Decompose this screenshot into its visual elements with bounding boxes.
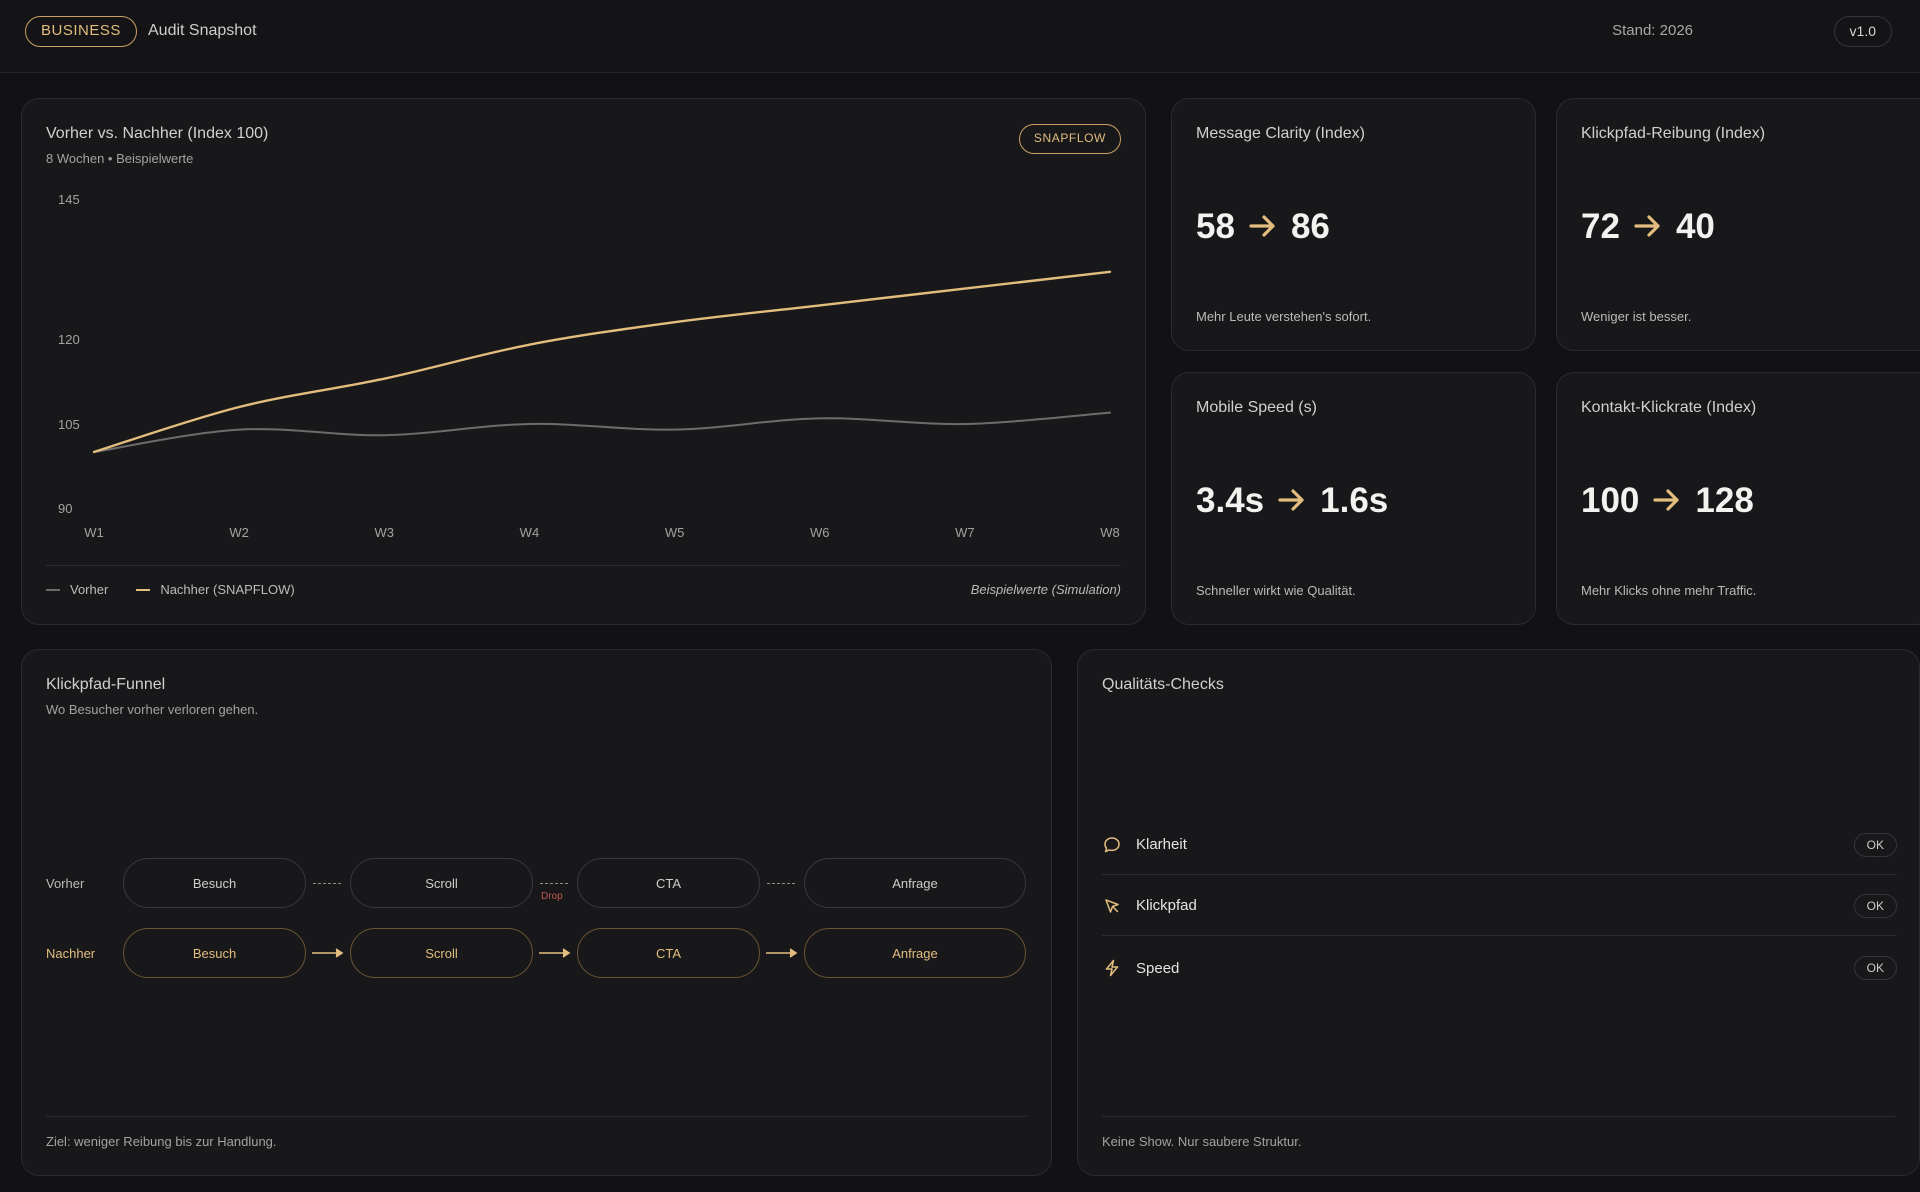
kpi-note: Mehr Klicks ohne mehr Traffic. [1581, 583, 1757, 598]
version-badge: v1.0 [1833, 16, 1892, 47]
snapflow-badge: SNAPFLOW [1018, 124, 1121, 154]
funnel-card: Klickpfad-Funnel Wo Besucher vorher verl… [21, 649, 1052, 1176]
arrow-right-icon [539, 948, 571, 958]
arrow-right-icon [1653, 481, 1681, 521]
funnel-step-nachher-cta: CTA [577, 928, 760, 978]
funnel-row-label-vorher: Vorher [46, 876, 85, 891]
kpi-to: 86 [1290, 207, 1330, 246]
legend-item-nachher: Nachher (SNAPFLOW) [136, 582, 295, 597]
business-badge: BUSINESS [25, 16, 137, 47]
series-line-nachher [92, 270, 1112, 454]
funnel-step-vorher-cta: CTA [577, 858, 760, 908]
chart-subtitle: 8 Wochen • Beispielwerte [46, 151, 194, 166]
kpi-from: 72 [1581, 207, 1620, 246]
arrow-right-icon [1634, 207, 1662, 247]
kpi-note: Schneller wirkt wie Qualität. [1196, 583, 1356, 598]
arrow-right-icon [312, 948, 344, 958]
funnel-step-vorher-besuch: Besuch [123, 858, 306, 908]
funnel-step-nachher-scroll: Scroll [350, 928, 533, 978]
funnel-step-vorher-anfrage: Anfrage [804, 858, 1026, 908]
check-row-klickpfad: Klickpfad OK [1102, 876, 1897, 936]
stand-label: Stand: 2026 [1612, 22, 1693, 39]
top-bar: BUSINESS Audit Snapshot Stand: 2026 v1.0 [0, 0, 1920, 73]
kpi-from: 100 [1581, 481, 1640, 520]
funnel-connector-dashed [540, 883, 568, 884]
kpi-card-klickpfad-reibung: Klickpfad-Reibung (Index) 72 40 Weniger … [1556, 98, 1920, 351]
x-tick-label: W1 [84, 525, 104, 540]
chart-legend: Vorher Nachher (SNAPFLOW) [46, 582, 323, 597]
check-label: Klarheit [1136, 836, 1187, 853]
x-tick-label: W5 [665, 525, 685, 540]
legend-label: Nachher (SNAPFLOW) [160, 582, 295, 597]
kpi-note: Weniger ist besser. [1581, 309, 1692, 324]
legend-item-vorher: Vorher [46, 582, 108, 597]
kpi-to: 1.6s [1320, 481, 1389, 520]
x-tick-label: W6 [810, 525, 830, 540]
kpi-card-message-clarity: Message Clarity (Index) 58 86 Mehr Leute… [1171, 98, 1536, 351]
funnel-subtitle: Wo Besucher vorher verloren gehen. [46, 702, 259, 717]
kpi-to: 40 [1675, 207, 1715, 246]
funnel-step-vorher-scroll: Scroll [350, 858, 533, 908]
x-tick-label: W8 [1100, 525, 1120, 540]
chart-title: Vorher vs. Nachher (Index 100) [46, 125, 269, 142]
y-tick-label: 120 [58, 332, 80, 347]
x-tick-label: W4 [520, 525, 540, 540]
check-row-klarheit: Klarheit OK [1102, 815, 1897, 875]
funnel-divider [46, 1116, 1027, 1117]
funnel-connector-dashed [767, 883, 795, 884]
y-tick-label: 105 [58, 417, 80, 432]
kpi-value: 72 40 [1581, 207, 1715, 247]
chart-note: Beispielwerte (Simulation) [970, 582, 1121, 597]
line-chart: 90 105 120 145 W1 W2 W3 W4 W5 W6 W7 W8 [58, 192, 1120, 540]
kpi-to: 128 [1695, 481, 1754, 520]
check-row-speed: Speed OK [1102, 938, 1897, 998]
arrow-right-icon [1249, 207, 1277, 247]
funnel-connector-dashed [313, 883, 341, 884]
chart-card: 90 105 120 145 W1 W2 W3 W4 W5 W6 W7 W8 Vorher vs. N… [21, 98, 1146, 625]
kpi-from: 58 [1196, 207, 1235, 246]
lightning-icon [1102, 958, 1122, 978]
arrow-right-icon [1278, 481, 1306, 521]
kpi-card-kontakt-klickrate: Kontakt-Klickrate (Index) 100 128 Mehr K… [1556, 372, 1920, 625]
cursor-icon [1102, 896, 1122, 916]
funnel-title: Klickpfad-Funnel [46, 676, 166, 693]
y-tick-label: 145 [58, 192, 80, 207]
legend-label: Vorher [70, 582, 109, 597]
page-title: Audit Snapshot [148, 22, 257, 39]
y-tick-label: 90 [58, 501, 72, 516]
kpi-title: Mobile Speed (s) [1196, 399, 1317, 416]
kpi-value: 3.4s 1.6s [1196, 481, 1388, 521]
status-badge: OK [1853, 832, 1897, 857]
check-label: Klickpfad [1136, 897, 1197, 914]
kpi-title: Kontakt-Klickrate (Index) [1581, 399, 1757, 416]
kpi-note: Mehr Leute verstehen's sofort. [1196, 309, 1372, 324]
kpi-title: Klickpfad-Reibung (Index) [1581, 125, 1766, 142]
legend-swatch-vorher [46, 588, 60, 591]
drop-label: Drop [541, 891, 563, 902]
funnel-footer: Ziel: weniger Reibung bis zur Handlung. [46, 1134, 277, 1149]
checks-title: Qualitäts-Checks [1102, 676, 1224, 693]
legend-swatch-nachher [136, 588, 151, 591]
checks-footer: Keine Show. Nur saubere Struktur. [1102, 1134, 1302, 1149]
kpi-from: 3.4s [1196, 481, 1265, 520]
checks-divider [1102, 1116, 1895, 1117]
funnel-step-nachher-besuch: Besuch [123, 928, 306, 978]
status-badge: OK [1853, 956, 1897, 980]
series-line-vorher [93, 411, 1111, 453]
check-label: Speed [1136, 959, 1180, 977]
x-tick-label: W7 [955, 525, 975, 540]
x-tick-label: W3 [375, 525, 395, 540]
funnel-step-nachher-anfrage: Anfrage [804, 928, 1026, 978]
kpi-card-mobile-speed: Mobile Speed (s) 3.4s 1.6s Schneller wir… [1171, 372, 1536, 625]
chat-bubble-icon [1102, 835, 1122, 855]
checks-card: Qualitäts-Checks Klarheit OK Klickpfad O… [1077, 649, 1920, 1176]
x-tick-label: W2 [229, 525, 249, 540]
funnel-row-label-nachher: Nachher [46, 946, 96, 961]
chart-divider [46, 565, 1121, 566]
kpi-value: 100 128 [1581, 481, 1754, 521]
status-badge: OK [1853, 893, 1897, 918]
kpi-title: Message Clarity (Index) [1196, 125, 1365, 142]
kpi-value: 58 86 [1196, 207, 1330, 247]
arrow-right-icon [766, 948, 798, 958]
